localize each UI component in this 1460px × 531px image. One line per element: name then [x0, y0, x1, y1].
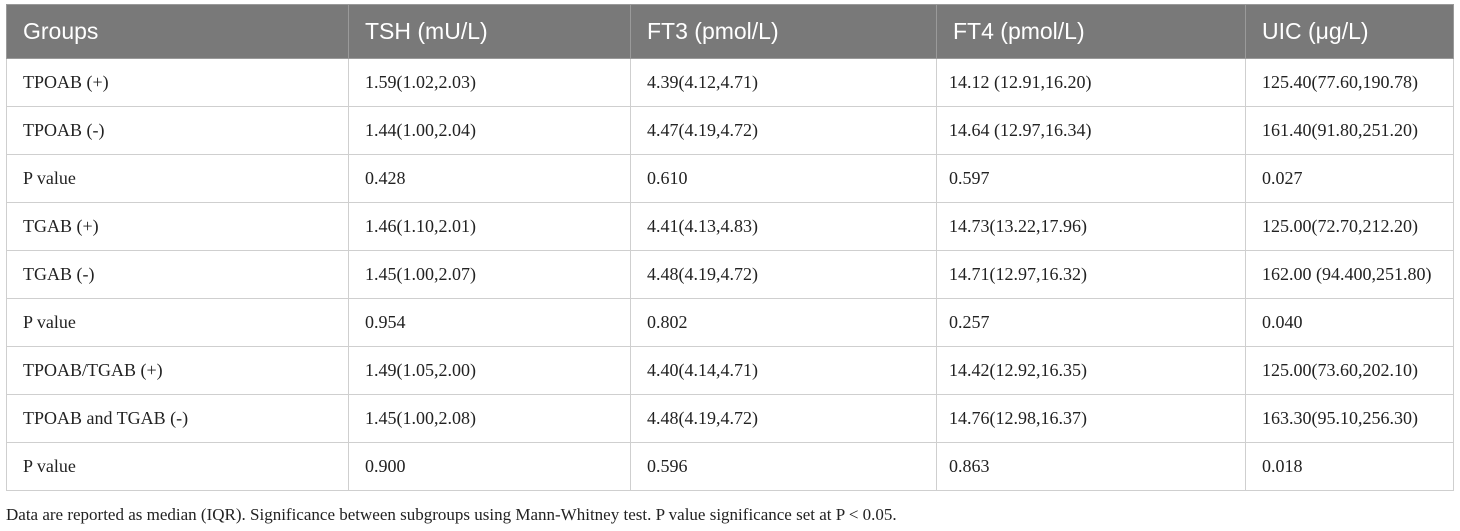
- cell-ft3: 4.39(4.12,4.71): [630, 58, 937, 107]
- cell-ft4: 0.257: [936, 298, 1246, 347]
- cell-tsh: 1.44(1.00,2.04): [348, 106, 631, 155]
- table-row: P value 0.900 0.596 0.863 0.018: [6, 442, 1454, 491]
- cell-uic: 125.00(72.70,212.20): [1245, 202, 1454, 251]
- header-row: Groups TSH (mU/L) FT3 (pmol/L) FT4 (pmol…: [6, 4, 1454, 59]
- cell-ft3: 4.41(4.13,4.83): [630, 202, 937, 251]
- cell-uic: 125.00(73.60,202.10): [1245, 346, 1454, 395]
- cell-tsh: 1.45(1.00,2.08): [348, 394, 631, 443]
- cell-ft4: 14.73(13.22,17.96): [936, 202, 1246, 251]
- cell-ft3: 4.40(4.14,4.71): [630, 346, 937, 395]
- cell-ft4: 0.863: [936, 442, 1246, 491]
- cell-ft3: 4.48(4.19,4.72): [630, 394, 937, 443]
- cell-group: P value: [6, 442, 349, 491]
- cell-group: P value: [6, 298, 349, 347]
- table-container: Groups TSH (mU/L) FT3 (pmol/L) FT4 (pmol…: [6, 4, 1454, 491]
- table-row: TPOAB (-) 1.44(1.00,2.04) 4.47(4.19,4.72…: [6, 106, 1454, 155]
- cell-group: TPOAB/TGAB (+): [6, 346, 349, 395]
- cell-group: TGAB (-): [6, 250, 349, 299]
- cell-group: TPOAB and TGAB (-): [6, 394, 349, 443]
- table-row: TPOAB (+) 1.59(1.02,2.03) 4.39(4.12,4.71…: [6, 58, 1454, 107]
- cell-uic: 162.00 (94.400,251.80): [1245, 250, 1454, 299]
- cell-uic: 0.027: [1245, 154, 1454, 203]
- cell-ft3: 4.47(4.19,4.72): [630, 106, 937, 155]
- cell-ft4: 14.12 (12.91,16.20): [936, 58, 1246, 107]
- cell-uic: 163.30(95.10,256.30): [1245, 394, 1454, 443]
- table-body: TPOAB (+) 1.59(1.02,2.03) 4.39(4.12,4.71…: [6, 58, 1454, 491]
- column-header-tsh: TSH (mU/L): [348, 4, 631, 59]
- cell-tsh: 1.46(1.10,2.01): [348, 202, 631, 251]
- cell-ft3: 0.802: [630, 298, 937, 347]
- cell-group: TPOAB (-): [6, 106, 349, 155]
- table-header: Groups TSH (mU/L) FT3 (pmol/L) FT4 (pmol…: [6, 4, 1454, 59]
- cell-ft3: 4.48(4.19,4.72): [630, 250, 937, 299]
- cell-uic: 125.40(77.60,190.78): [1245, 58, 1454, 107]
- cell-ft4: 14.71(12.97,16.32): [936, 250, 1246, 299]
- cell-ft4: 14.64 (12.97,16.34): [936, 106, 1246, 155]
- table-row: TPOAB and TGAB (-) 1.45(1.00,2.08) 4.48(…: [6, 394, 1454, 443]
- table-row: P value 0.428 0.610 0.597 0.027: [6, 154, 1454, 203]
- cell-tsh: 0.954: [348, 298, 631, 347]
- table-row: TPOAB/TGAB (+) 1.49(1.05,2.00) 4.40(4.14…: [6, 346, 1454, 395]
- column-header-ft3: FT3 (pmol/L): [630, 4, 937, 59]
- cell-tsh: 1.59(1.02,2.03): [348, 58, 631, 107]
- table-row: TGAB (-) 1.45(1.00,2.07) 4.48(4.19,4.72)…: [6, 250, 1454, 299]
- cell-ft4: 14.42(12.92,16.35): [936, 346, 1246, 395]
- cell-uic: 161.40(91.80,251.20): [1245, 106, 1454, 155]
- column-header-uic: UIC (μg/L): [1245, 4, 1454, 59]
- cell-group: TPOAB (+): [6, 58, 349, 107]
- table-footnote: Data are reported as median (IQR). Signi…: [6, 505, 897, 524]
- cell-uic: 0.040: [1245, 298, 1454, 347]
- cell-uic: 0.018: [1245, 442, 1454, 491]
- column-header-groups: Groups: [6, 4, 349, 59]
- cell-tsh: 0.428: [348, 154, 631, 203]
- column-header-ft4: FT4 (pmol/L): [936, 4, 1246, 59]
- table-row: TGAB (+) 1.46(1.10,2.01) 4.41(4.13,4.83)…: [6, 202, 1454, 251]
- cell-tsh: 1.45(1.00,2.07): [348, 250, 631, 299]
- cell-ft4: 14.76(12.98,16.37): [936, 394, 1246, 443]
- cell-tsh: 0.900: [348, 442, 631, 491]
- cell-group: P value: [6, 154, 349, 203]
- cell-tsh: 1.49(1.05,2.00): [348, 346, 631, 395]
- cell-group: TGAB (+): [6, 202, 349, 251]
- cell-ft3: 0.610: [630, 154, 937, 203]
- cell-ft3: 0.596: [630, 442, 937, 491]
- data-table: Groups TSH (mU/L) FT3 (pmol/L) FT4 (pmol…: [6, 4, 1454, 491]
- cell-ft4: 0.597: [936, 154, 1246, 203]
- table-row: P value 0.954 0.802 0.257 0.040: [6, 298, 1454, 347]
